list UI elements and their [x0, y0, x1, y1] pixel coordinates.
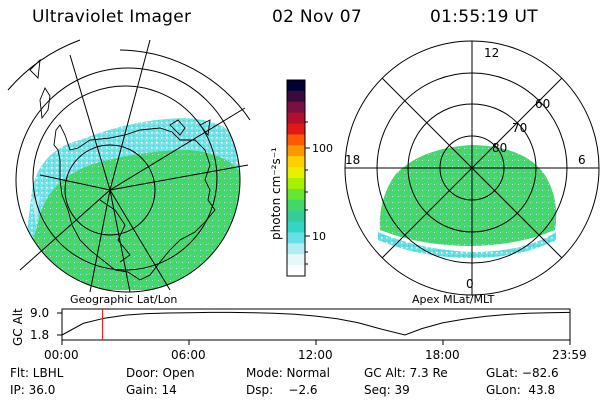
colorbar-band	[287, 210, 305, 223]
alt-xtick-0000: 00:00	[44, 348, 79, 362]
geographic-map	[7, 39, 251, 293]
alt-xtick-0600: 06:00	[171, 348, 206, 362]
mlt-label-6: 6	[578, 153, 586, 167]
alt-xtick-1800: 18:00	[425, 348, 460, 362]
colorbar-band	[287, 112, 305, 125]
mlt-label-18: 18	[345, 153, 360, 167]
left-aurora	[20, 118, 240, 290]
colorbar-band	[287, 123, 305, 135]
colorbar-bands	[287, 80, 305, 277]
right-panel-caption: Apex MLat/MLT	[412, 293, 495, 306]
colorbar-band	[287, 145, 305, 157]
left-panel-caption: Geographic Lat/Lon	[70, 293, 178, 306]
colorbar-band	[287, 134, 305, 146]
colorbar-unit-label: photon cm⁻²s⁻¹	[269, 147, 283, 240]
info-glat: GLat: −82.6	[486, 366, 559, 380]
alt-xtick-1200: 12:00	[298, 348, 333, 362]
colorbar-band	[287, 167, 305, 179]
colorbar-band	[287, 254, 305, 266]
info-ip: IP: 36.0	[10, 383, 56, 397]
info-door: Door: Open	[126, 366, 195, 380]
colorbar-band	[287, 243, 305, 255]
colorbar-band	[287, 221, 305, 233]
alt-ytick-9: 9.0	[30, 306, 49, 320]
mlt-label-0: 0	[466, 277, 474, 291]
colorbar-tick-10: 10	[312, 230, 326, 243]
colorbar-band	[287, 80, 305, 92]
colorbar-band	[287, 101, 305, 114]
info-flt: Flt: LBHL	[10, 366, 64, 380]
info-glon: GLon: 43.8	[486, 383, 556, 397]
mlat-label-60: 60	[535, 97, 550, 111]
right-aurora	[378, 145, 557, 258]
time-label: 01:55:19 UT	[430, 7, 538, 27]
colorbar-band	[287, 178, 305, 190]
mlat-label-80: 80	[492, 141, 507, 155]
altitude-plot: 9.0 1.8 GC Alt 00:00 06:00 12:00 18:00 2…	[11, 306, 587, 362]
alt-ylabel: GC Alt	[11, 308, 25, 346]
colorbar-band	[287, 90, 305, 103]
colorbar: 100 10 photon cm⁻²s⁻¹	[269, 79, 333, 277]
mlat-label-70: 70	[512, 121, 527, 135]
colorbar-band	[287, 156, 305, 168]
colorbar-band	[287, 188, 305, 201]
colorbar-band	[287, 199, 305, 212]
magnetic-map: 12 18 6 0 60 70 80	[344, 40, 600, 296]
info-gcalt: GC Alt: 7.3 Re	[364, 366, 448, 380]
info-seq: Seq: 39	[364, 383, 410, 397]
colorbar-band	[287, 232, 305, 244]
alt-ytick-1-8: 1.8	[30, 328, 49, 342]
info-mode: Mode: Normal	[246, 366, 330, 380]
alt-xtick-2359: 23:59	[552, 348, 587, 362]
instrument-title: Ultraviolet Imager	[32, 7, 192, 27]
info-gain: Gain: 14	[126, 383, 177, 397]
info-dsp: Dsp: −2.6	[246, 383, 318, 397]
altitude-curve	[61, 311, 570, 336]
date-label: 02 Nov 07	[272, 7, 362, 27]
colorbar-band	[287, 265, 305, 277]
mlt-label-12: 12	[484, 46, 499, 60]
colorbar-tick-100: 100	[312, 142, 333, 155]
